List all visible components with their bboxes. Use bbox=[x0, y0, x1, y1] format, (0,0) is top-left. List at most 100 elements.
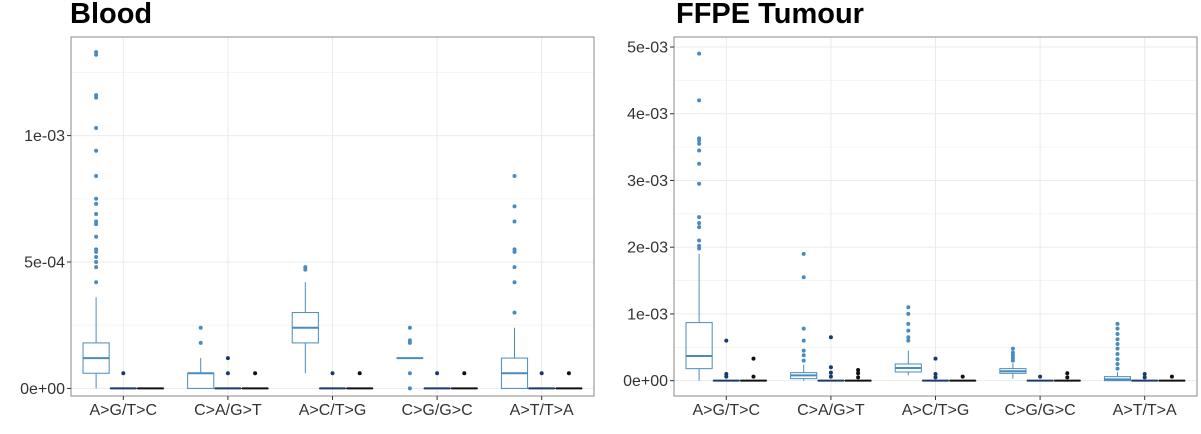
outlier-point bbox=[1115, 366, 1120, 371]
outlier-point bbox=[512, 310, 517, 315]
outlier-point bbox=[407, 371, 412, 376]
outlier-point bbox=[94, 219, 99, 224]
outlier-point bbox=[121, 371, 126, 376]
outlier-point bbox=[435, 371, 440, 376]
outlier-point bbox=[1065, 371, 1070, 376]
outlier-point bbox=[539, 371, 544, 376]
chart-svg-blood: 0e+00 5e-04 1e-03 A>G/T>C C>A/G>T A>C/T>G C>G/… bbox=[20, 36, 595, 419]
outlier-point bbox=[906, 335, 911, 340]
chart-svg-ffpe-tumour: 0e+00 1e-03 2e-03 3e-03 4e-03 5e-03 A>G/T>C C>A… bbox=[623, 36, 1198, 419]
outlier-point bbox=[828, 365, 833, 370]
outlier-point bbox=[94, 234, 99, 239]
outlier-point bbox=[357, 371, 362, 376]
chart-panel-blood: Blood 0e+00 5e-04 1e-03 A>G/T>C C>A/G>T A>C/T… bbox=[0, 0, 600, 434]
outlier-point bbox=[94, 280, 99, 285]
outlier-point bbox=[462, 371, 467, 376]
outlier-point bbox=[1010, 350, 1015, 355]
outlier-point bbox=[801, 358, 806, 363]
outlier-point bbox=[1038, 374, 1043, 379]
y-tick-label: 1e-03 bbox=[627, 306, 668, 323]
outlier-point bbox=[1115, 351, 1120, 356]
box-body bbox=[187, 372, 215, 389]
outlier-point bbox=[512, 219, 517, 224]
outlier-point bbox=[512, 247, 517, 252]
outlier-point bbox=[856, 375, 861, 380]
x-tick-label: C>A/G>T bbox=[797, 402, 865, 419]
outlier-point bbox=[303, 265, 308, 270]
outlier-point bbox=[933, 356, 938, 361]
outlier-point bbox=[407, 325, 412, 330]
x-tick-label: A>G/T>C bbox=[693, 402, 761, 419]
outlier-point bbox=[906, 311, 911, 316]
outlier-point bbox=[253, 371, 258, 376]
x-tick-label: C>G/G>C bbox=[402, 402, 473, 419]
outlier-point bbox=[697, 98, 702, 103]
outlier-point bbox=[801, 353, 806, 358]
outlier-point bbox=[801, 348, 806, 353]
outlier-point bbox=[198, 325, 203, 330]
outlier-point bbox=[933, 371, 938, 376]
outlier-point bbox=[801, 251, 806, 256]
outlier-point bbox=[697, 148, 702, 153]
outlier-point bbox=[1115, 357, 1120, 362]
y-tick-label: 0e+00 bbox=[20, 381, 65, 398]
outlier-point bbox=[512, 265, 517, 270]
y-tick-label: 2e-03 bbox=[627, 240, 668, 257]
outlier-point bbox=[828, 335, 833, 340]
outlier-point bbox=[94, 247, 99, 252]
outlier-point bbox=[906, 338, 911, 343]
outlier-point bbox=[1142, 371, 1147, 376]
outlier-point bbox=[1065, 375, 1070, 380]
outlier-point bbox=[906, 321, 911, 326]
x-tick-label: C>A/G>T bbox=[194, 402, 262, 419]
outlier-point bbox=[751, 374, 756, 379]
outlier-point bbox=[751, 356, 756, 361]
outlier-point bbox=[828, 370, 833, 375]
y-tick-label: 5e-04 bbox=[24, 255, 65, 272]
outlier-point bbox=[1115, 361, 1120, 366]
chart-panel-ffpe-tumour: FFPE Tumour 0e+00 1e-03 2e-03 3e-03 4e-03 5e-… bbox=[600, 0, 1201, 434]
x-tick-label: A>T/T>A bbox=[1113, 402, 1177, 419]
outlier-point bbox=[94, 174, 99, 179]
y-tick-label: 4e-03 bbox=[627, 106, 668, 123]
outlier-point bbox=[906, 305, 911, 310]
outlier-point bbox=[94, 211, 99, 216]
x-tick-label: A>C/T>G bbox=[902, 402, 970, 419]
outlier-point bbox=[512, 280, 517, 285]
outlier-point bbox=[512, 174, 517, 179]
outlier-point bbox=[933, 375, 938, 380]
outlier-point bbox=[697, 221, 702, 226]
outlier-point bbox=[94, 265, 99, 270]
outlier-point bbox=[512, 204, 517, 209]
outlier-point bbox=[1115, 326, 1120, 331]
chart-title: Blood bbox=[70, 0, 153, 30]
y-tick-label: 3e-03 bbox=[627, 173, 668, 190]
outlier-point bbox=[330, 371, 335, 376]
outlier-point bbox=[697, 238, 702, 243]
x-tick-label: A>T/T>A bbox=[510, 402, 574, 419]
chart-title: FFPE Tumour bbox=[676, 0, 864, 30]
box-body bbox=[685, 322, 713, 370]
outlier-point bbox=[724, 338, 729, 343]
outlier-point bbox=[94, 148, 99, 153]
outlier-point bbox=[1142, 375, 1147, 380]
outlier-point bbox=[697, 141, 702, 146]
outlier-point bbox=[960, 374, 965, 379]
outlier-point bbox=[697, 51, 702, 56]
outlier-point bbox=[856, 367, 861, 372]
outlier-point bbox=[724, 371, 729, 376]
outlier-point bbox=[697, 136, 702, 141]
outlier-point bbox=[566, 371, 571, 376]
outlier-point bbox=[801, 338, 806, 343]
outlier-point bbox=[801, 326, 806, 331]
x-tick-label: C>G/G>C bbox=[1005, 402, 1076, 419]
outlier-point bbox=[906, 328, 911, 333]
outlier-point bbox=[94, 93, 99, 98]
y-tick-label: 5e-03 bbox=[627, 40, 668, 57]
outlier-point bbox=[697, 181, 702, 186]
outlier-point bbox=[225, 371, 230, 376]
y-tick-label: 1e-03 bbox=[24, 128, 65, 145]
x-tick-label: A>C/T>G bbox=[299, 402, 367, 419]
outlier-point bbox=[94, 254, 99, 259]
outlier-point bbox=[1169, 374, 1174, 379]
